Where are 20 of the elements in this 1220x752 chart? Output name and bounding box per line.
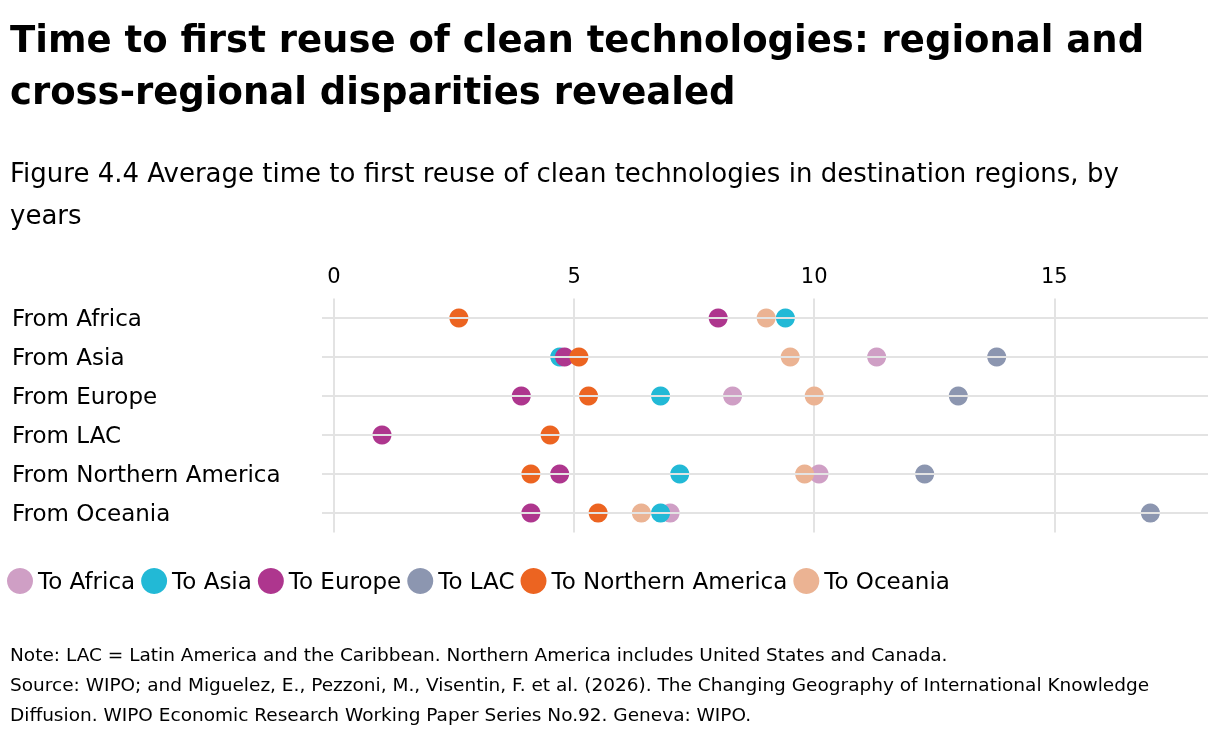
y-tick-label: From Oceania [12,500,171,526]
text: Note: LAC = Latin America and the Caribbean. Northern America includes United States and Canada. [10,644,948,665]
y-tick-label: From Asia [12,344,125,370]
legend-label: To LAC [437,568,515,594]
legend-label: To Asia [171,568,252,594]
y-tick-label: From LAC [12,422,122,448]
chart-title: Time to first reuse of clean technologies: regional and cross-regional disparities revealed [10,17,1146,115]
y-tick-label: From Europe [12,383,158,409]
x-tick-label: 15 [1040,264,1068,288]
legend-label: To Oceania [823,568,950,594]
x-tick-label: 10 [800,264,828,288]
legend-label: To Africa [37,568,136,594]
chart-subtitle: Figure 4.4 Average time to first reuse of clean technologies in destination regions, by years [10,157,1120,232]
y-tick-label: From Northern America [12,461,281,487]
y-tick-label: From Africa [12,305,142,331]
legend-label: To Europe [287,568,402,594]
x-tick-label: 5 [567,264,581,288]
source-note: Source: WIPO; and Miguelez, E., Pezzoni, M., Visentin, F. et al. (2026). The Changing Geography of International Knowledge Diffusion. WIPO Economic Research Working Paper Series No.92. Geneva: WIPO. [10,674,1150,725]
legend-label: To Northern America [550,568,788,594]
x-tick-label: 0 [327,264,341,288]
